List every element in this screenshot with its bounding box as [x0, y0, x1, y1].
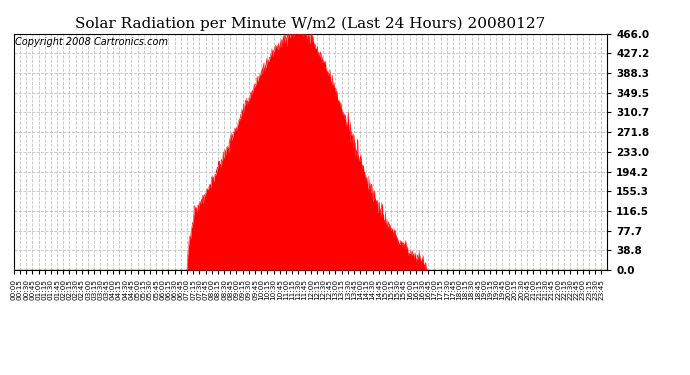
Text: Copyright 2008 Cartronics.com: Copyright 2008 Cartronics.com	[15, 37, 168, 47]
Title: Solar Radiation per Minute W/m2 (Last 24 Hours) 20080127: Solar Radiation per Minute W/m2 (Last 24…	[75, 17, 546, 31]
